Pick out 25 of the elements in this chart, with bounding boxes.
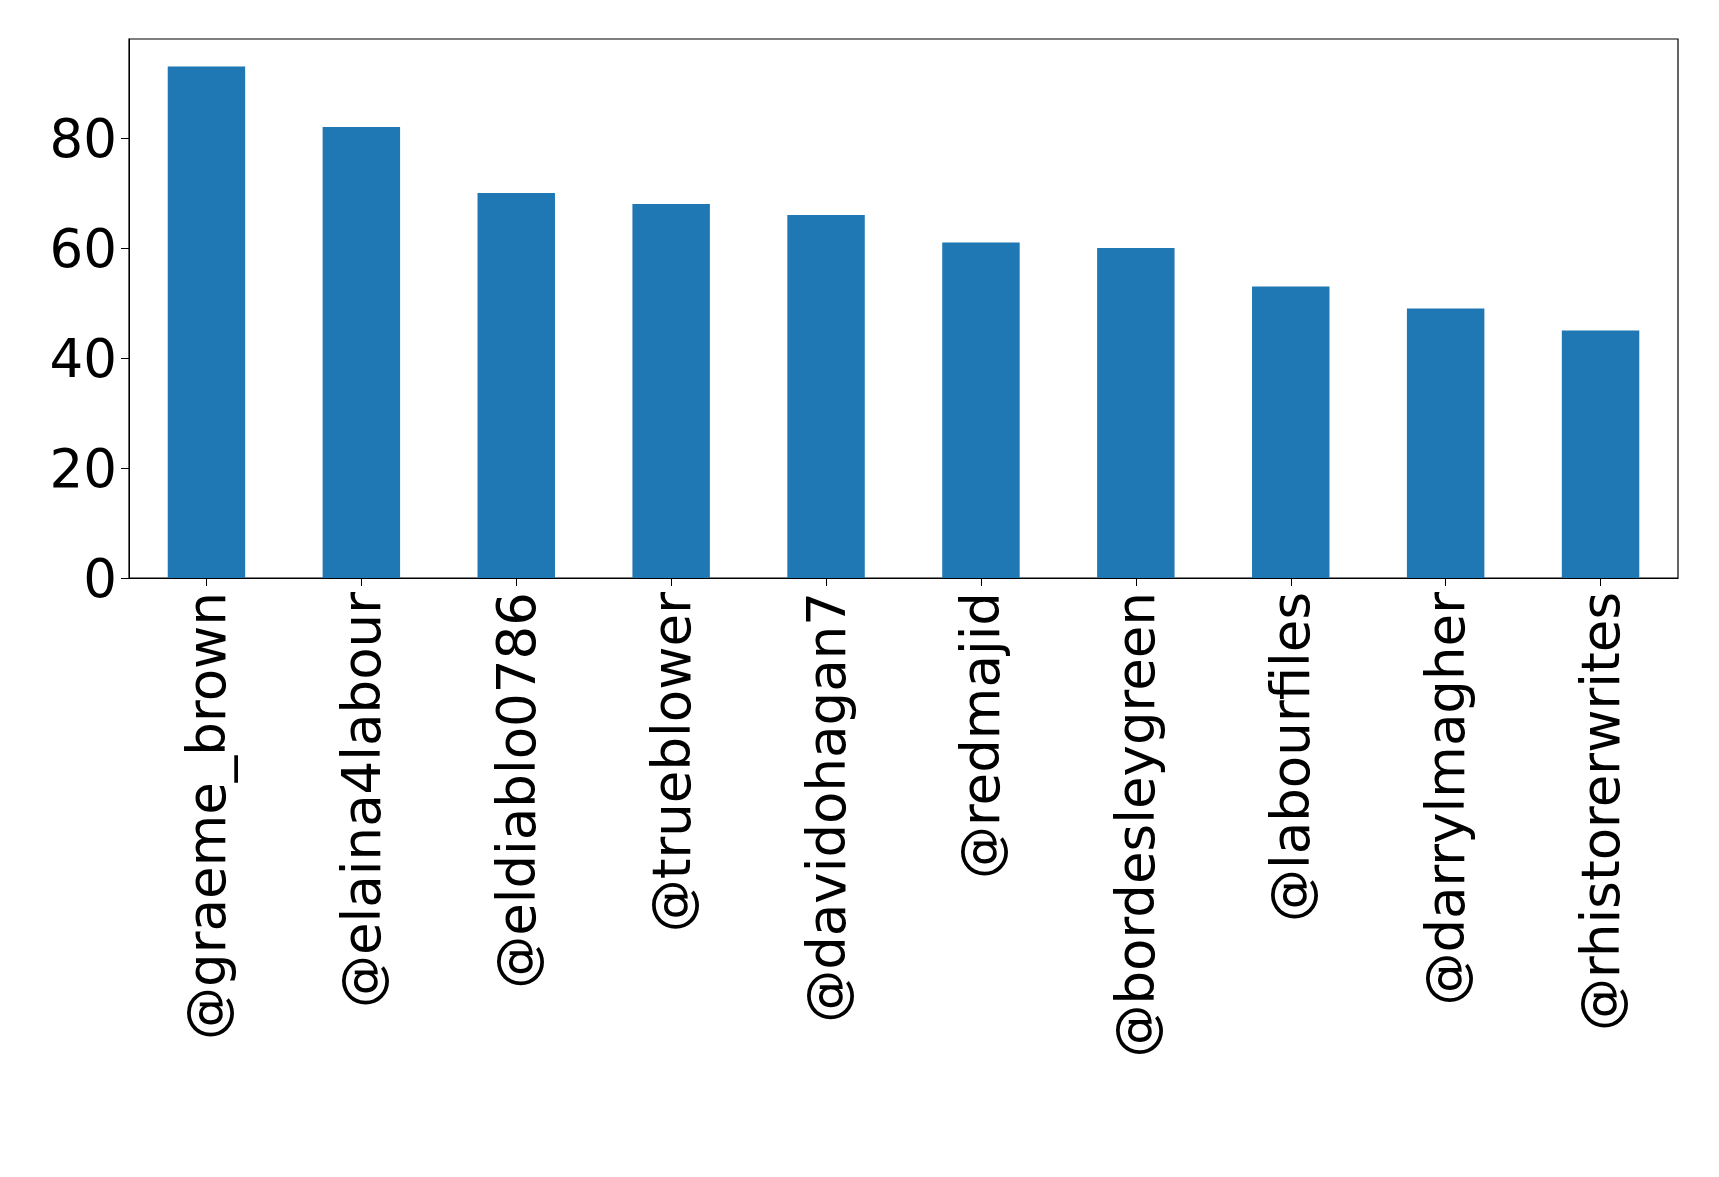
x-tick-label: @elaina4labour	[330, 591, 392, 1008]
bar	[1252, 286, 1330, 578]
x-tick-label: @rhistorerwrites	[1570, 592, 1632, 1031]
bar	[942, 242, 1020, 578]
bar	[1406, 308, 1485, 578]
y-tick-label: 0	[83, 547, 117, 609]
bar	[167, 66, 246, 578]
x-tick-label: @darrylmagher	[1415, 591, 1477, 1006]
bar	[787, 215, 865, 578]
x-tick-label: @bordesleygreen	[1105, 592, 1167, 1058]
x-tick-label: @trueblower	[640, 591, 702, 933]
x-tick-label: @redmajid	[950, 592, 1012, 880]
x-tick-label: @davidohagan7	[795, 592, 857, 1023]
x-tick-label: @eldiablo0786	[485, 592, 547, 989]
y-tick-label: 80	[49, 107, 117, 169]
bar	[1097, 248, 1175, 578]
y-tick-label: 20	[49, 437, 117, 499]
x-tick-label: @labourfiles	[1260, 592, 1322, 922]
bar	[632, 204, 710, 578]
bar	[322, 127, 401, 578]
y-tick-label: 40	[49, 327, 117, 389]
bar	[1561, 330, 1640, 578]
x-tick-label: @graeme_brown	[175, 592, 238, 1040]
y-tick-label: 60	[49, 217, 117, 279]
bar	[477, 193, 555, 578]
